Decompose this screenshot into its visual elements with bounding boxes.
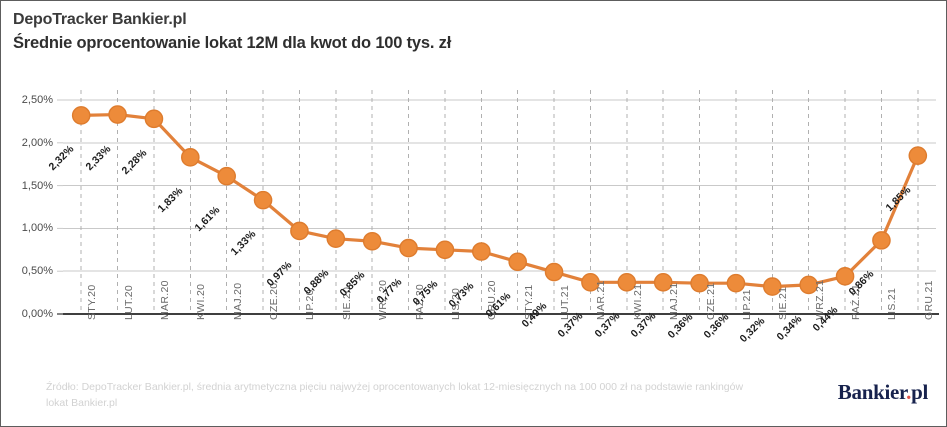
logo-text: Bankier bbox=[837, 380, 907, 404]
x-axis-tick-label: GRU.21 bbox=[922, 280, 935, 320]
x-axis-tick-label: SIE.21 bbox=[777, 286, 790, 320]
chart-subtitle: Średnie oprocentowanie lokat 12M dla kwo… bbox=[13, 34, 452, 52]
x-axis-tick-label: LIP.21 bbox=[740, 289, 753, 320]
x-axis-tick-label: MAJ.20 bbox=[231, 282, 244, 320]
x-axis-tick-label: STY.20 bbox=[86, 284, 99, 320]
logo-dot: . bbox=[906, 380, 912, 404]
x-axis-tick-label: KWI.20 bbox=[195, 283, 208, 320]
x-axis-tick-label: CZE.20 bbox=[268, 282, 281, 320]
x-axis-tick-label: MAR.21 bbox=[595, 280, 608, 320]
x-axis-tick-label: MAR.20 bbox=[158, 280, 171, 320]
x-axis-tick-label: CZE.21 bbox=[704, 282, 717, 320]
page-title: DepoTracker Bankier.pl bbox=[13, 11, 187, 28]
x-axis-tick-label: KWI.21 bbox=[631, 283, 644, 320]
logo-tld: pl bbox=[911, 380, 928, 404]
y-axis-tick-label: 2,50% bbox=[21, 94, 53, 106]
title-block: DepoTracker Bankier.pl Średnie oprocento… bbox=[13, 9, 913, 55]
x-axis-tick-label: LUT.20 bbox=[122, 284, 135, 320]
y-axis-tick-label: 2,00% bbox=[21, 136, 53, 149]
y-axis-tick-label: 0,00% bbox=[21, 308, 53, 320]
x-axis-tick-label: MAJ.21 bbox=[668, 282, 681, 320]
y-axis-tick-label: 1,00% bbox=[21, 222, 53, 235]
y-axis-tick-label: 1,50% bbox=[21, 179, 53, 192]
x-axis-tick-label: LUT.21 bbox=[559, 284, 572, 320]
y-axis-tick-label: 0,50% bbox=[21, 265, 53, 278]
x-axis-tick-label: LIS.21 bbox=[886, 287, 899, 320]
bankier-logo[interactable]: Bankier.pl bbox=[837, 380, 929, 405]
source-note: Źródło: DepoTracker Bankier.pl, średnia … bbox=[46, 381, 744, 409]
